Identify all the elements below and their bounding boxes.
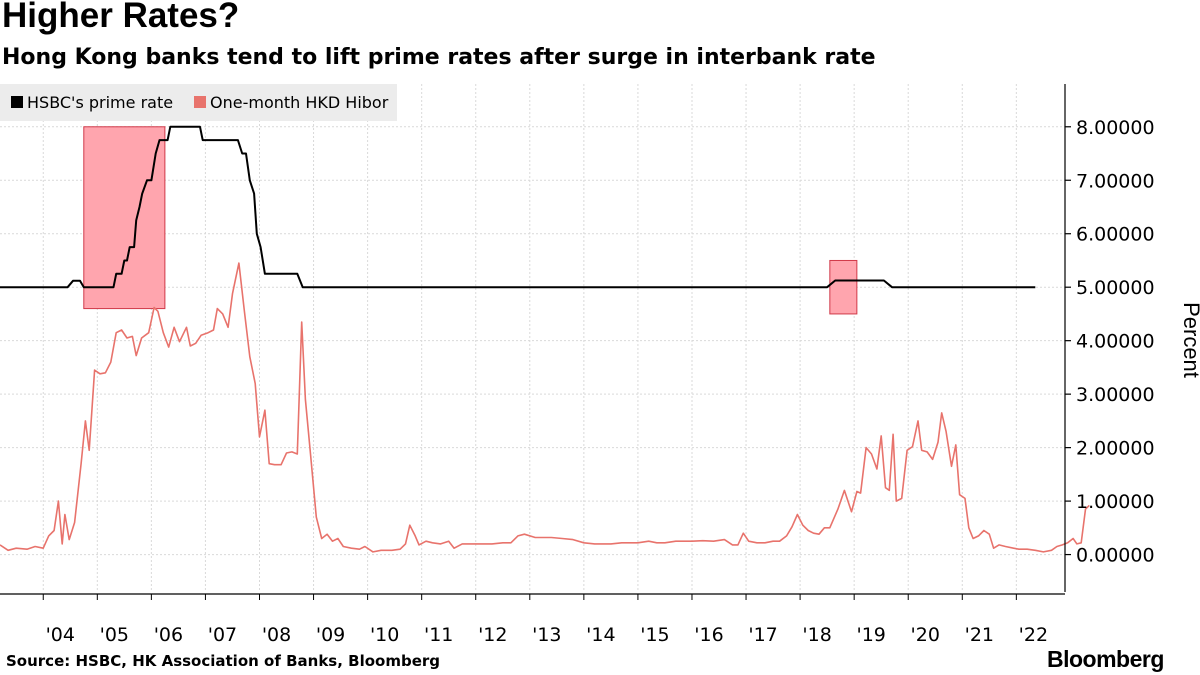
highlight-region — [829, 259, 858, 315]
x-tick-label: '11 — [424, 624, 453, 646]
x-tick-label: '21 — [965, 624, 994, 646]
y-tick-label: 1.00000 — [1076, 491, 1155, 513]
x-tick-label: '12 — [478, 624, 507, 646]
x-axis: '04 '05 '06 '07 '08 '09 '10 '11 '12 '13 '14 '15 '16 '… — [0, 593, 1065, 646]
highlight-regions — [83, 126, 858, 315]
y-tick-label: 6.00000 — [1076, 224, 1155, 246]
x-tick-label: '10 — [370, 624, 399, 646]
prime-rate-line — [0, 125, 1036, 289]
x-tick-label: '05 — [100, 624, 129, 646]
y-tick-label: 8.00000 — [1076, 117, 1155, 139]
chart-title: Higher Rates? — [2, 0, 240, 35]
x-tick-label: '08 — [262, 624, 291, 646]
hibor-series — [0, 262, 1090, 553]
y-tick-label: 7.00000 — [1076, 170, 1155, 192]
x-tick-label: '16 — [694, 624, 723, 646]
x-tick-label: '07 — [208, 624, 237, 646]
chart-subtitle: Hong Kong banks tend to lift prime rates… — [2, 45, 876, 70]
x-tick-label: '15 — [640, 624, 669, 646]
y-tick-label: 2.00000 — [1076, 438, 1155, 460]
legend-swatch-prime — [11, 96, 23, 108]
x-tick-label: '22 — [1019, 624, 1048, 646]
y-tick-label: 3.00000 — [1076, 384, 1155, 406]
y-tick-label: 4.00000 — [1076, 331, 1155, 353]
prime-series — [0, 125, 1036, 289]
x-tick-label: '09 — [316, 624, 345, 646]
source-note: Source: HSBC, HK Association of Banks, B… — [6, 652, 441, 670]
x-tick-label: '19 — [856, 624, 885, 646]
highlight-region — [83, 126, 166, 310]
x-tick-label: '17 — [748, 624, 777, 646]
x-tick-label: '14 — [586, 624, 615, 646]
legend: HSBC's prime rate One-month HKD Hibor — [0, 84, 397, 121]
legend-swatch-hibor — [194, 96, 206, 108]
bloomberg-logo: Bloomberg — [1047, 646, 1164, 672]
y-axis: 0.00000 1.00000 2.00000 3.00000 4.00000 5.000… — [1064, 84, 1155, 592]
legend-label-prime: HSBC's prime rate — [27, 93, 173, 112]
y-tick-label: 0.00000 — [1076, 545, 1155, 567]
x-tick-label: '20 — [911, 624, 940, 646]
hibor-line — [0, 262, 1090, 553]
y-tick-label: 5.00000 — [1076, 277, 1155, 299]
x-tick-label: '04 — [46, 624, 75, 646]
x-tick-label: '06 — [154, 624, 183, 646]
y-axis-label: Percent — [1179, 302, 1200, 378]
legend-label-hibor: One-month HKD Hibor — [210, 93, 389, 112]
x-tick-label: '13 — [532, 624, 561, 646]
x-tick-label: '18 — [802, 624, 831, 646]
